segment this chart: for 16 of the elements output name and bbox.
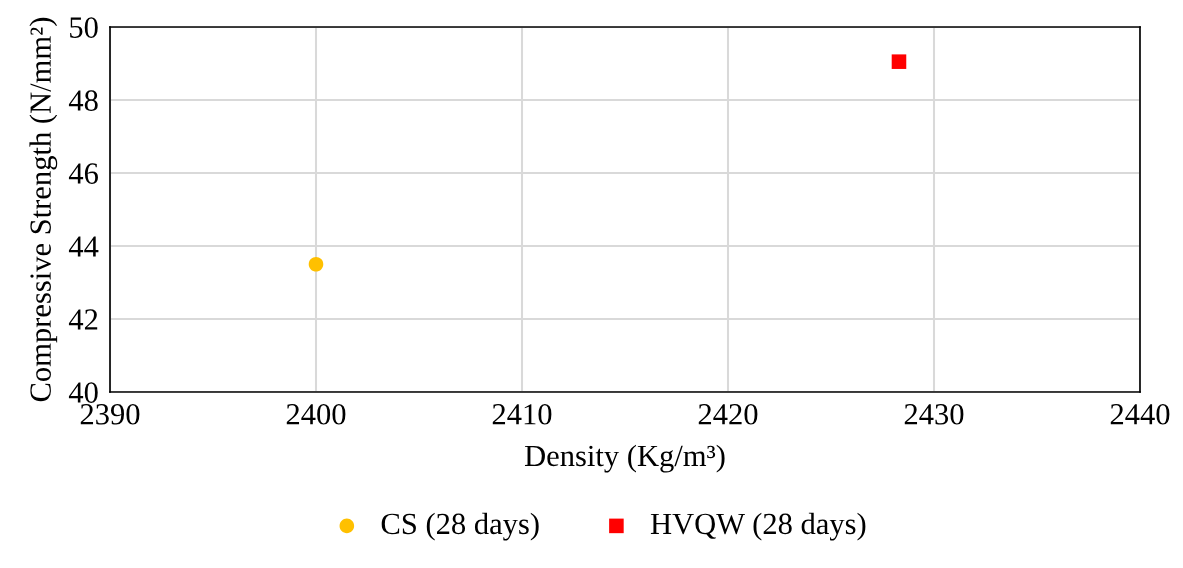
y-tick-label: 42	[68, 309, 98, 330]
x-tick-label: 2390	[80, 403, 140, 425]
y-tick-label: 50	[70, 17, 98, 38]
y-tick-label: 46	[68, 163, 98, 184]
y-axis-title: Compressive Strength (N/mm²)	[29, 17, 58, 402]
legend-label: CS (28 days)	[381, 512, 539, 541]
y-tick-label: 48	[68, 90, 98, 111]
x-tick-label: 2420	[698, 403, 758, 425]
x-tick-label: 2410	[492, 403, 552, 425]
x-axis-title: Density (Kg/m³)	[524, 444, 725, 473]
x-tick-label: 2430	[904, 403, 964, 425]
x-tick-label: 2400	[286, 403, 346, 425]
y-tick-label: 40	[68, 382, 98, 403]
y-tick-label: 44	[68, 236, 99, 257]
legend-label: HVQW (28 days)	[650, 512, 866, 541]
x-tick-label: 2440	[1110, 403, 1170, 425]
